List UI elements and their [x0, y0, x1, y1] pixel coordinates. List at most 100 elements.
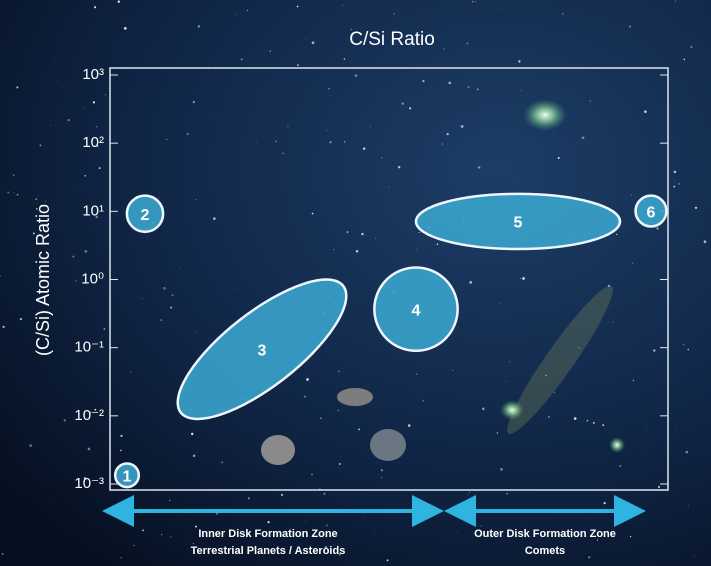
star [49, 91, 51, 92]
star [346, 231, 349, 233]
star [87, 447, 91, 451]
star [442, 48, 445, 50]
star [232, 288, 234, 290]
star [12, 174, 15, 177]
star [297, 64, 299, 66]
star [589, 100, 591, 102]
star [246, 9, 249, 11]
star [467, 494, 468, 496]
star [381, 477, 383, 479]
star [653, 349, 656, 352]
region-label: 4 [412, 302, 421, 319]
star [370, 126, 372, 127]
star [133, 544, 135, 546]
star [45, 200, 47, 202]
star [1, 552, 4, 555]
chart-title: C/Si Ratio [349, 29, 435, 50]
star [117, 0, 121, 3]
star [478, 166, 481, 169]
star [619, 465, 621, 467]
star [304, 520, 306, 522]
star [168, 499, 171, 502]
star [343, 58, 346, 60]
star [381, 157, 383, 159]
star [674, 0, 677, 2]
star [557, 156, 560, 159]
star [94, 408, 97, 411]
star [305, 37, 307, 39]
star [504, 381, 506, 382]
star [678, 183, 680, 185]
star [656, 227, 659, 230]
star [9, 138, 10, 140]
y-tick-label: 10⁻¹ [74, 339, 104, 356]
star [120, 557, 122, 559]
star [16, 193, 19, 196]
star [324, 546, 328, 549]
star [518, 60, 521, 63]
star [160, 319, 163, 322]
star [375, 238, 376, 239]
star [361, 232, 364, 236]
star [588, 556, 591, 559]
asteroid [261, 435, 295, 465]
star [95, 125, 98, 128]
star [207, 69, 209, 71]
star [89, 411, 92, 414]
star [311, 41, 315, 45]
zone-subtitle: Terrestrial Planets / Asteroids [191, 545, 346, 557]
star [522, 277, 525, 280]
star [629, 25, 632, 28]
star [249, 197, 251, 199]
star [607, 284, 611, 288]
zone-title: Outer Disk Formation Zone [474, 528, 616, 540]
y-tick-label: 10¹ [82, 202, 104, 219]
star [457, 531, 458, 532]
star [409, 107, 412, 110]
star [375, 533, 376, 535]
star [311, 212, 314, 215]
star [338, 552, 342, 556]
star [635, 321, 637, 323]
y-tick-label: 10² [82, 134, 104, 151]
star [120, 434, 123, 437]
star [123, 27, 127, 30]
star [213, 217, 216, 220]
star [644, 110, 647, 113]
star [475, 1, 477, 3]
star [161, 534, 163, 536]
star [216, 512, 219, 515]
star [32, 232, 35, 235]
star [520, 90, 522, 92]
star [612, 321, 614, 323]
star [296, 5, 299, 8]
star [506, 492, 508, 495]
star [54, 498, 56, 499]
zone-title: Inner Disk Formation Zone [198, 528, 337, 540]
star [240, 58, 243, 61]
region-label: 5 [514, 215, 523, 232]
comet-tail [507, 285, 613, 435]
star [625, 343, 627, 345]
star [362, 147, 366, 150]
star [596, 539, 599, 541]
star [436, 243, 439, 245]
star [631, 194, 633, 196]
star [192, 100, 195, 104]
star [573, 417, 577, 420]
star [695, 2, 697, 4]
star [631, 262, 634, 264]
star [342, 4, 344, 6]
star [130, 371, 132, 373]
star [282, 152, 284, 155]
region-label: 2 [141, 207, 150, 224]
star [380, 468, 384, 472]
region [176, 278, 348, 421]
star [683, 58, 686, 61]
star [67, 119, 70, 122]
region [113, 462, 141, 489]
star [554, 391, 556, 393]
star [287, 125, 289, 128]
star [234, 15, 236, 16]
